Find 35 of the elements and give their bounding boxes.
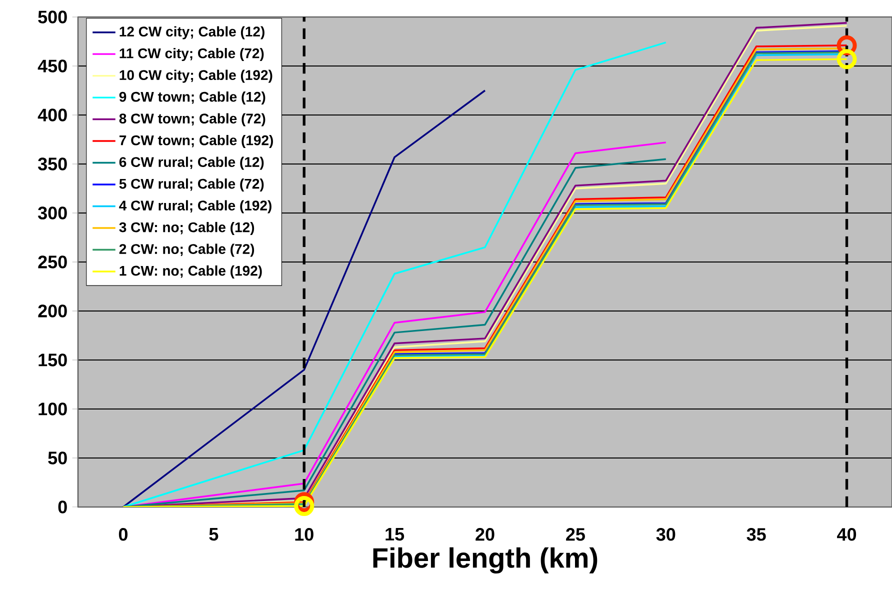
point [294, 496, 314, 516]
legend-label: 6 CW rural; Cable (12) [119, 156, 264, 170]
legend-label: 7 CW town; Cable (192) [120, 134, 273, 148]
legend-label: 1 CW: no; Cable (192) [120, 265, 262, 278]
x-tick-label: 0 [118, 528, 128, 541]
legend-label: 11 CW city; Cable (72) [120, 48, 264, 62]
y-tick-label: 450 [38, 60, 67, 72]
legend-label: 12 CW city; Cable (12) [120, 26, 264, 40]
y-tick-label: 500 [38, 10, 67, 24]
y-tick-label: 400 [38, 108, 67, 122]
y-tick-label: 50 [48, 452, 67, 464]
x-axis-title: Fiber length (km) [373, 547, 598, 574]
legend-label: 4 CW rural; Cable (192) [119, 200, 272, 214]
x-tick-label: 10 [295, 528, 314, 541]
x-tick-label: 15 [386, 528, 404, 541]
y-tick-label: 250 [38, 256, 67, 268]
x-tick-label: 20 [476, 528, 494, 541]
legend-label: 2 CW: no; Cable (72) [119, 244, 254, 257]
x-tick-label: 25 [566, 528, 585, 541]
point [836, 49, 857, 70]
legend-label: 10 CW city; Cable (192) [120, 70, 272, 83]
y-tick-label: 0 [58, 500, 67, 514]
legend-label: 8 CW town; Cable (72) [119, 113, 266, 126]
x-tick-label: 5 [209, 528, 218, 541]
y-tick-label: 300 [38, 206, 67, 220]
legend-label: 3 CW: no; Cable (12) [119, 222, 254, 235]
y-tick-label: 100 [38, 402, 67, 416]
x-tick-label: 40 [837, 528, 856, 541]
y-tick-label: 350 [38, 158, 67, 170]
x-tick-label: 35 [746, 528, 766, 541]
legend-label: 9 CW town; Cable (12) [119, 91, 266, 105]
y-tick-label: 150 [38, 354, 67, 366]
x-tick-label: 30 [656, 528, 676, 541]
y-tick-label: 200 [38, 304, 67, 318]
legend-label: 5 CW rural; Cable (72) [119, 178, 264, 192]
